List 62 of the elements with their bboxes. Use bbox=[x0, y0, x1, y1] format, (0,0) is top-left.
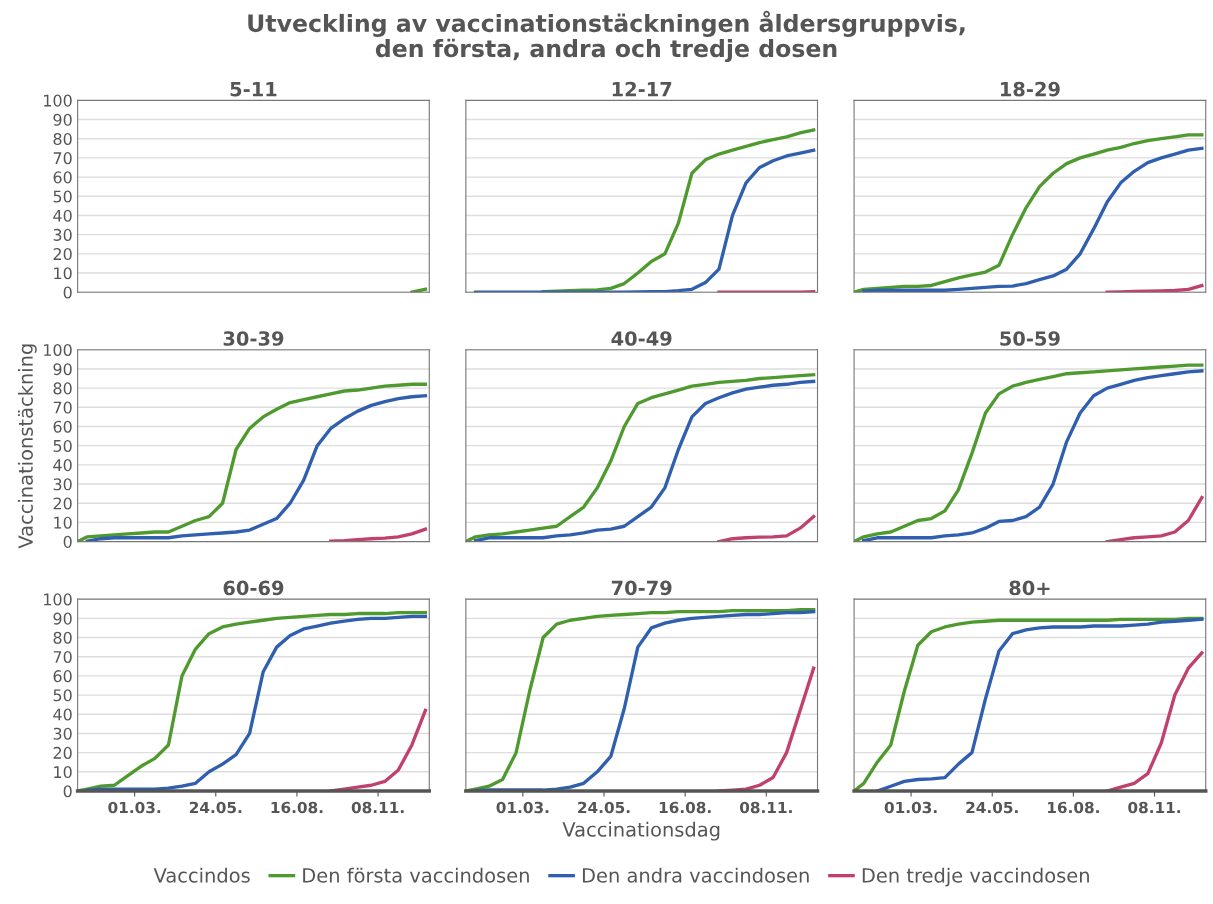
y-tick-label: 70 bbox=[53, 152, 72, 165]
chart-title: 50-59 bbox=[1000, 331, 1060, 346]
chart-title: 60-69 bbox=[223, 580, 284, 596]
y-tick-label: 100 bbox=[44, 593, 72, 606]
legend-label: Den andra vaccindosen bbox=[582, 867, 809, 883]
y-tick-label: 40 bbox=[53, 209, 72, 222]
y-tick-label: 40 bbox=[53, 459, 72, 472]
chart-title: 18-29 bbox=[1001, 81, 1060, 97]
x-tick-label: 08.11. bbox=[1128, 801, 1181, 814]
x-axis-title: Vaccinationsdag bbox=[562, 821, 720, 841]
legend-label: Den tredje vaccindosen bbox=[862, 867, 1089, 887]
y-tick-label: 0 bbox=[63, 286, 72, 299]
y-tick-label: 100 bbox=[44, 343, 72, 357]
y-tick-label: 0 bbox=[63, 785, 72, 798]
x-tick-label: 24.05. bbox=[189, 801, 242, 814]
y-tick-label: 60 bbox=[53, 420, 72, 433]
chart-title: 70-79 bbox=[611, 580, 672, 596]
y-tick-label: 20 bbox=[53, 248, 72, 261]
y-tick-label: 80 bbox=[53, 132, 72, 146]
y-tick-label: 30 bbox=[53, 727, 72, 740]
x-tick-label: 08.11. bbox=[351, 801, 404, 814]
y-tick-label: 60 bbox=[53, 670, 72, 683]
y-tick-label: 20 bbox=[53, 746, 72, 759]
chart-title: 12-17 bbox=[612, 81, 672, 97]
x-tick-label: 24.05. bbox=[578, 801, 630, 814]
x-tick-label: 16.08. bbox=[1048, 801, 1099, 814]
x-tick-label: 01.03. bbox=[108, 801, 161, 814]
y-tick-label: 30 bbox=[53, 228, 72, 241]
y-tick-label: 100 bbox=[44, 94, 72, 107]
y-tick-label: 40 bbox=[53, 708, 72, 721]
y-tick-label: 50 bbox=[53, 190, 72, 203]
y-tick-label: 10 bbox=[54, 516, 72, 529]
y-tick-label: 80 bbox=[53, 631, 72, 644]
y-tick-label: 20 bbox=[53, 497, 72, 510]
y-tick-label: 60 bbox=[53, 171, 72, 184]
y-tick-label: 10 bbox=[54, 766, 72, 779]
x-tick-label: 01.03. bbox=[884, 801, 937, 814]
x-tick-label: 16.08. bbox=[271, 801, 323, 814]
y-tick-label: 50 bbox=[53, 439, 72, 452]
y-tick-label: 70 bbox=[53, 401, 72, 414]
legend-title: Vaccindos bbox=[153, 867, 250, 883]
y-tick-label: 50 bbox=[53, 689, 72, 702]
chart-title: 80+ bbox=[1009, 580, 1050, 596]
x-tick-label: 01.03. bbox=[496, 801, 549, 814]
y-tick-label: 90 bbox=[53, 363, 72, 376]
y-axis-title: Vaccinationstäckning bbox=[17, 344, 37, 549]
y-tick-label: 80 bbox=[53, 382, 72, 395]
text: Utveckling av vaccinationstäckningen åldersgruppvis, den första, andra och tredje dosen bbox=[248, 10, 965, 63]
y-tick-label: 90 bbox=[53, 612, 72, 625]
x-tick-label: 08.11. bbox=[739, 801, 792, 814]
y-tick-label: 0 bbox=[63, 535, 72, 548]
chart-title: 5-11 bbox=[230, 82, 277, 97]
chart-title: 30-39 bbox=[223, 331, 284, 346]
x-tick-label: 24.05. bbox=[966, 801, 1018, 814]
y-tick-label: 70 bbox=[53, 650, 72, 663]
y-tick-label: 90 bbox=[53, 113, 72, 126]
chart-title: 40-49 bbox=[611, 331, 672, 346]
y-tick-label: 30 bbox=[53, 478, 72, 491]
y-tick-label: 10 bbox=[54, 267, 72, 280]
legend-label: Den första vaccindosen bbox=[303, 867, 529, 883]
line-series bbox=[329, 527, 428, 542]
x-tick-label: 16.08. bbox=[659, 801, 711, 814]
